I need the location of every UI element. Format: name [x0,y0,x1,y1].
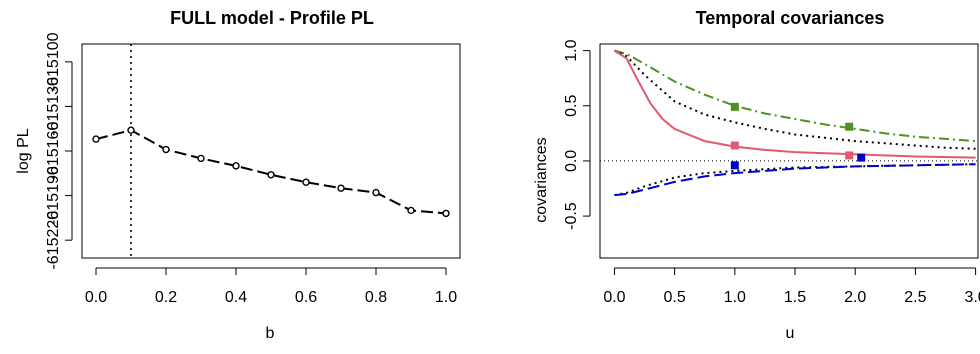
y-tick-label: -615190 [45,166,62,225]
empirical-point [857,153,866,162]
left-plot-frame [81,43,461,259]
data-point [442,209,450,218]
empirical-point [730,102,739,111]
right-x-axis-label: u [786,325,795,342]
x-tick-label: 0.6 [295,289,317,306]
data-point [407,206,415,215]
y-tick-label: 1.0 [563,39,580,61]
x-tick-label: 0.0 [85,289,107,306]
series-line-4 [614,163,976,197]
x-tick-label: 1.5 [784,289,806,306]
left-panel: FULL model - Profile PL b log PL 0.0 0.2 0… [15,8,461,342]
x-tick-label: 2.5 [904,289,926,306]
y-tick-label: -615220 [45,211,62,270]
left-y-ticks: -615100-615130-615160-615190-615220 [45,32,73,270]
right-y-ticks: -0.5 0.0 0.5 1.0 [563,39,591,230]
x-tick-label: 0.8 [365,289,387,306]
series-line-1 [613,49,976,150]
x-tick-label: 2.0 [844,289,866,306]
x-tick-label: 0.2 [155,289,177,306]
left-y-axis-label: log PL [15,128,32,173]
data-point [372,188,380,197]
right-plot-marks [600,49,978,197]
x-tick-label: 0.4 [225,289,247,306]
empirical-point [845,151,854,160]
x-tick-label: 0.5 [664,289,686,306]
data-point [162,145,170,154]
y-tick-label: -615100 [45,32,62,91]
series-line-0 [95,129,447,215]
left-chart-title: FULL model - Profile PL [170,8,374,28]
data-point [337,184,345,192]
x-tick-label: 1.0 [435,289,457,306]
right-y-axis-label: covariances [533,137,550,222]
y-tick-label: -615130 [45,77,62,136]
data-point [197,154,205,163]
right-x-ticks: 0.0 0.5 1.0 1.5 2.0 2.5 3.0 [603,267,980,306]
series-line-3 [614,163,976,197]
series-line-0 [614,49,976,143]
right-plot-frame [599,43,979,259]
empirical-point [845,122,854,131]
y-tick-label: 0.5 [563,95,580,117]
right-chart-title: Temporal covariances [696,8,885,28]
right-panel: Temporal covariances u covariances 0.0 0.… [533,8,980,342]
empirical-point [730,141,739,150]
x-tick-label: 1.0 [724,289,746,306]
left-x-axis-label: b [266,325,275,342]
y-tick-label: -615160 [45,122,62,181]
data-point [267,171,275,179]
data-point [127,126,135,134]
data-point [232,162,240,170]
data-point [92,135,100,143]
empirical-point [730,161,739,170]
x-tick-label: 0.0 [603,289,625,306]
series-line-2 [613,49,976,159]
left-x-ticks: 0.0 0.2 0.4 0.6 0.8 1.0 [85,267,457,306]
x-tick-label: 3.0 [964,289,980,306]
left-plot-marks [92,44,450,258]
y-tick-label: -0.5 [563,202,580,230]
data-point [302,178,310,186]
y-tick-label: 0.0 [563,150,580,172]
